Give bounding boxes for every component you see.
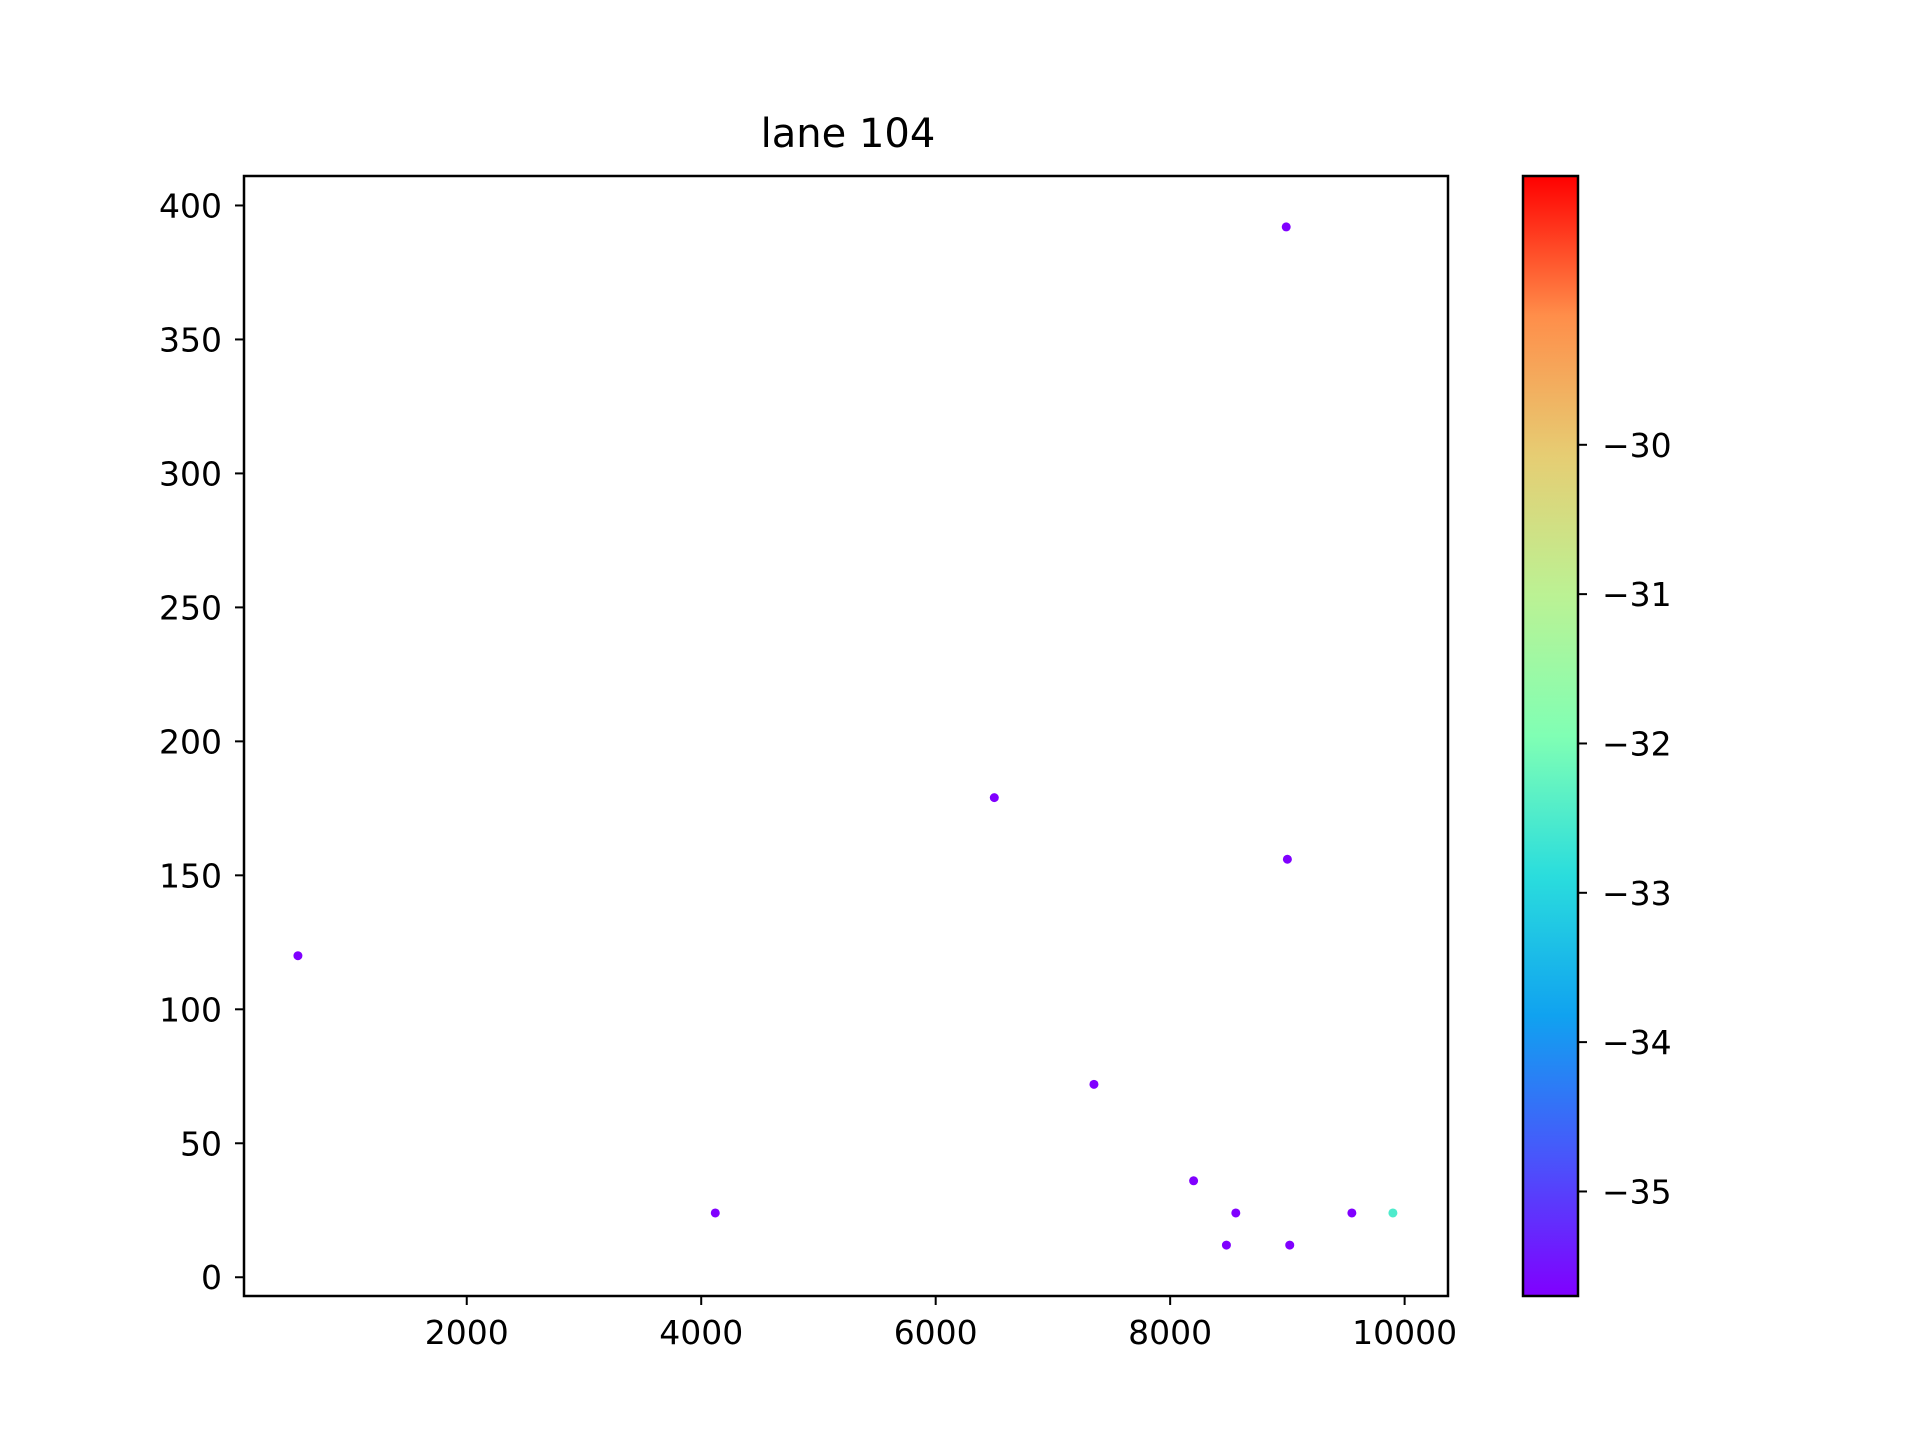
scatter-point bbox=[1231, 1208, 1241, 1218]
colorbar-tick-label: −34 bbox=[1602, 1023, 1672, 1062]
chart-title: lane 104 bbox=[761, 111, 936, 157]
scatter-point bbox=[1347, 1208, 1357, 1218]
colorbar-tick-label: −31 bbox=[1602, 575, 1672, 614]
scatter-point bbox=[710, 1208, 720, 1218]
scatter-point bbox=[1189, 1176, 1199, 1186]
colorbar-tick-label: −32 bbox=[1602, 724, 1672, 763]
colorbar-tick-label: −30 bbox=[1602, 426, 1672, 465]
colorbar-tick-label: −33 bbox=[1602, 874, 1672, 913]
scatter-point bbox=[1388, 1208, 1398, 1218]
y-tick-label: 300 bbox=[159, 454, 222, 493]
x-tick-label: 6000 bbox=[894, 1313, 978, 1352]
y-tick-label: 200 bbox=[159, 722, 222, 761]
axes-frame bbox=[242, 174, 1450, 1298]
x-tick-label: 8000 bbox=[1128, 1313, 1212, 1352]
y-tick-label: 400 bbox=[159, 186, 222, 225]
scatter-point bbox=[1285, 1240, 1295, 1250]
colorbar: −35 −34 −33 −32 −31 −30 bbox=[1521, 174, 1672, 1298]
colorbar-gradient bbox=[1523, 176, 1578, 1296]
colorbar-tick-label: −35 bbox=[1602, 1172, 1672, 1211]
y-tick-label: 350 bbox=[159, 320, 222, 359]
x-tick-label: 4000 bbox=[659, 1313, 743, 1352]
x-tick-label: 10000 bbox=[1352, 1313, 1457, 1352]
y-tick-label: 150 bbox=[159, 856, 222, 895]
scatter-point bbox=[293, 951, 303, 961]
scatter-point bbox=[1089, 1079, 1099, 1089]
x-tick-label: 2000 bbox=[425, 1313, 509, 1352]
plot-area: 2000 4000 6000 8000 10000 0 50 100 150 200 250 300 3… bbox=[159, 174, 1457, 1352]
scatter-point bbox=[1281, 222, 1291, 232]
y-tick-label: 0 bbox=[201, 1258, 222, 1297]
scatter-point bbox=[989, 793, 999, 803]
y-tick-label: 100 bbox=[159, 990, 222, 1029]
y-tick-label: 250 bbox=[159, 588, 222, 627]
y-tick-label: 50 bbox=[180, 1124, 222, 1163]
scatter-point bbox=[1282, 854, 1292, 864]
colorbar-frame bbox=[1521, 174, 1580, 1298]
scatter-point bbox=[1221, 1240, 1231, 1250]
